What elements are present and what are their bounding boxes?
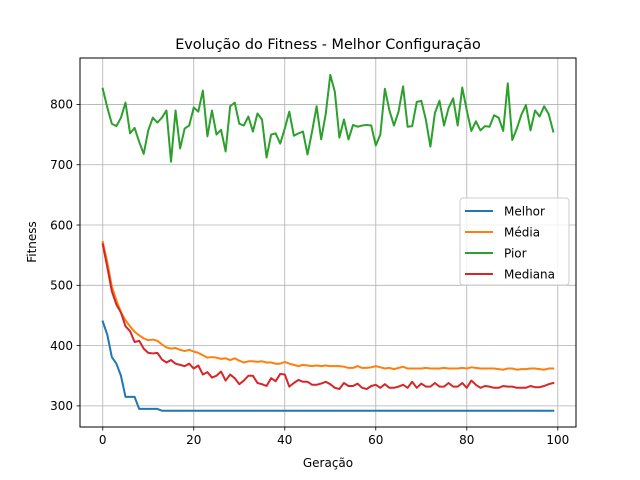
y-axis-label: Fitness [25,221,39,263]
x-tick-label: 40 [277,433,292,447]
series-line-media [101,240,555,371]
y-tick-label: 400 [50,339,73,353]
legend-label-mediana: Mediana [504,267,555,281]
plot-area-frame [79,57,577,428]
x-tick-label: 0 [99,433,107,447]
x-tick-label: 60 [368,433,383,447]
x-tick-label: 20 [186,433,201,447]
legend-label-media: Média [504,225,540,239]
legend-label-melhor: Melhor [504,204,545,218]
x-tick-label: 100 [546,433,569,447]
y-tick-label: 300 [50,399,73,413]
series-lines [101,73,555,412]
y-tick-label: 500 [50,279,73,293]
series-line-pior [101,73,555,163]
chart-title: Evolução do Fitness - Melhor Configuraçã… [175,37,481,53]
x-axis-label: Geração [303,456,353,470]
series-line-melhor [101,320,555,412]
y-tick-label: 600 [50,218,73,232]
series-line-mediana [101,243,555,391]
y-tick-label: 700 [50,158,73,172]
y-tick-label: 800 [50,98,73,112]
x-tick-label: 80 [459,433,474,447]
x-axis-ticks: 0 20 40 60 80 100 [99,427,569,447]
legend-label-pior: Pior [504,246,527,260]
legend-box [459,197,570,286]
legend: Melhor Média Pior Mediana [459,197,570,286]
y-axis-ticks: 300 400 500 600 700 800 [50,98,80,413]
